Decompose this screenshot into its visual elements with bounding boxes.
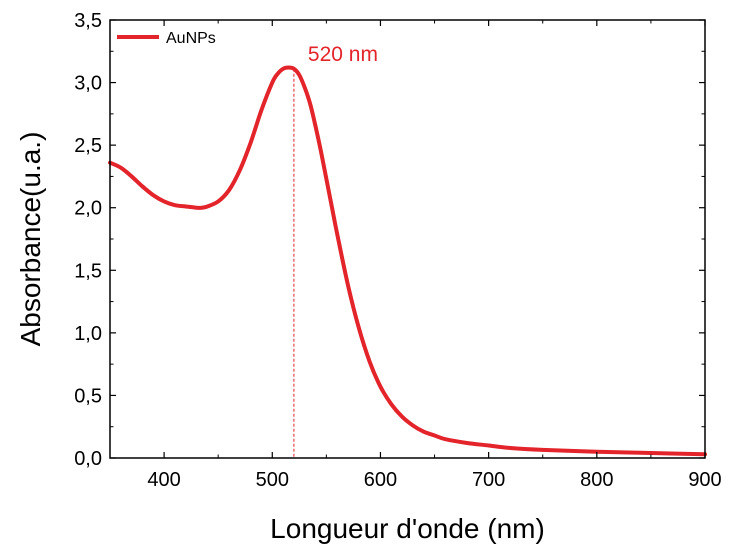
y-tick-label: 2,5: [74, 135, 102, 157]
y-tick-label: 3,0: [74, 73, 102, 95]
plot-frame: [109, 19, 706, 459]
legend-label-aunps: AuNPs: [166, 30, 216, 47]
x-tick-label: 700: [472, 469, 505, 491]
x-tick-label: 500: [256, 469, 289, 491]
y-tick-label: 1,0: [74, 323, 102, 345]
x-tick-label: 400: [147, 469, 180, 491]
x-axis-title: Longueur d'onde (nm): [270, 513, 545, 544]
axis-ticks: 400 500 600 700 800 900 0,0 0,5 1,0 1,5 2,0 2,5 3,0 3…: [74, 10, 722, 491]
y-axis-title: Absorbance(u.a.): [15, 132, 46, 347]
y-tick-label: 1,5: [74, 260, 102, 282]
y-tick-label: 0,5: [74, 385, 102, 407]
plot-layer: [108, 65, 707, 457]
plot-area-border: [109, 19, 706, 459]
x-tick-label: 900: [688, 469, 721, 491]
series-line-aunps: [108, 65, 707, 457]
x-tick-label: 600: [364, 469, 397, 491]
peak-annotation: 520 nm: [293, 43, 378, 458]
x-tick-label: 800: [580, 469, 613, 491]
legend: AuNPs: [117, 30, 216, 47]
y-tick-label: 3,5: [74, 10, 102, 32]
peak-label: 520 nm: [308, 43, 378, 66]
y-tick-label: 0,0: [74, 448, 102, 470]
y-tick-label: 2,0: [74, 198, 102, 220]
